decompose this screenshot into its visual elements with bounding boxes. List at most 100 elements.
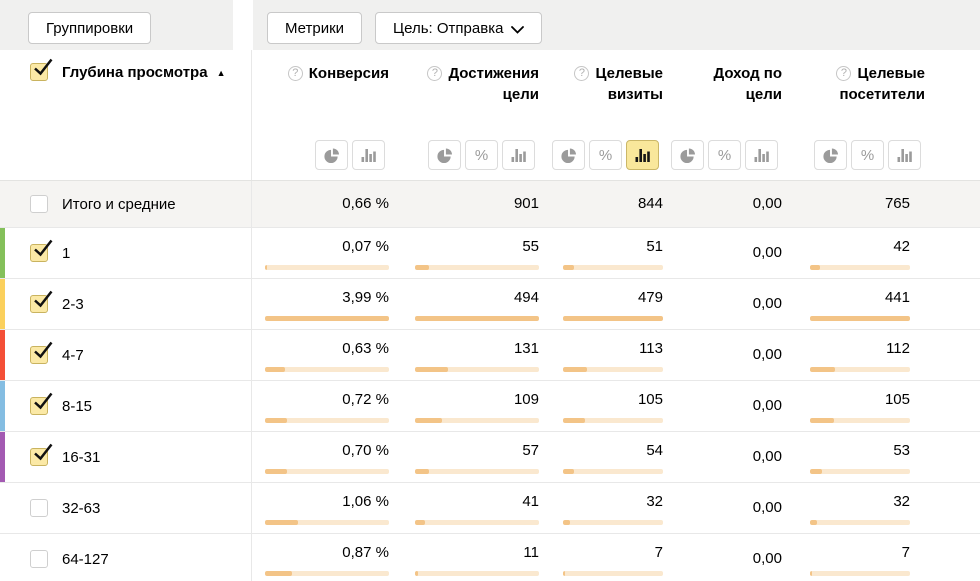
metric-cell: 57 <box>407 432 555 482</box>
column-header: ? Достижения цели% <box>407 50 555 180</box>
column-header-label[interactable]: посетители <box>839 86 925 103</box>
metric-cell: 131 <box>407 330 555 380</box>
metric-cell: 0,72 % <box>252 381 407 431</box>
value-bar <box>810 315 910 321</box>
value-bar <box>563 519 663 525</box>
metric-cell: 494 <box>407 279 555 329</box>
percent-view-toggle-button[interactable]: % <box>851 140 884 170</box>
pie-view-toggle-button[interactable] <box>315 140 348 170</box>
row-checkbox[interactable] <box>30 443 53 466</box>
row-checkbox[interactable] <box>30 499 48 517</box>
metric-value: 0,00 <box>752 448 782 465</box>
value-bar <box>563 264 663 270</box>
column-header-label[interactable]: цели <box>745 86 782 103</box>
metric-value: 109 <box>513 390 539 408</box>
metric-value: 11 <box>523 543 539 561</box>
row-checkbox[interactable] <box>30 341 53 364</box>
sort-asc-icon[interactable]: ▲ <box>216 68 226 78</box>
metric-cell: 0,63 % <box>252 330 407 380</box>
pie-chart-icon <box>679 147 696 164</box>
row-checkbox[interactable] <box>30 239 53 262</box>
goal-dropdown-button[interactable]: Цель: Отправка <box>375 12 543 44</box>
view-toggle-group: % <box>428 140 539 170</box>
view-toggle-group <box>315 140 389 170</box>
value-bar-fill <box>265 417 288 423</box>
goal-dropdown-label: Цель: Отправка <box>393 19 504 37</box>
bar-view-toggle-button[interactable] <box>502 140 535 170</box>
value-bar <box>563 570 663 576</box>
row-label: 32-63 <box>62 499 101 517</box>
metric-cell: 11 <box>407 534 555 581</box>
metrics-button[interactable]: Метрики <box>267 12 363 44</box>
value-bar <box>810 417 910 423</box>
percent-view-toggle-button[interactable]: % <box>708 140 741 170</box>
help-icon[interactable]: ? <box>427 66 443 81</box>
bar-view-toggle-button[interactable] <box>352 140 385 170</box>
column-header: ? Целевые посетители% <box>814 50 980 180</box>
help-icon[interactable]: ? <box>836 66 852 81</box>
value-bar <box>810 519 910 525</box>
help-icon[interactable]: ? <box>287 66 303 81</box>
percent-view-toggle-button[interactable]: % <box>465 140 498 170</box>
row-label: 1 <box>62 244 71 262</box>
pie-view-toggle-button[interactable] <box>814 140 847 170</box>
column-header-label[interactable]: Целевые <box>595 65 663 82</box>
metric-value: 131 <box>513 339 539 357</box>
row-checkbox[interactable] <box>30 550 48 568</box>
totals-checkbox[interactable] <box>30 195 48 213</box>
percent-view-toggle-button[interactable]: % <box>589 140 622 170</box>
metric-cell: 112 <box>810 330 980 380</box>
bar-chart-icon <box>635 148 651 162</box>
value-bar <box>265 468 389 474</box>
pie-chart-icon <box>560 147 577 164</box>
value-bar <box>265 519 389 525</box>
metric-cell: 0,07 % <box>252 228 407 278</box>
row-checkbox[interactable] <box>30 392 53 415</box>
select-all-checkbox[interactable] <box>30 58 53 81</box>
pie-view-toggle-button[interactable] <box>428 140 461 170</box>
checkmark-icon <box>34 58 53 76</box>
checkmark-icon <box>34 443 53 461</box>
column-header-label[interactable]: Целевые <box>857 65 925 82</box>
help-icon[interactable]: ? <box>574 66 590 81</box>
totals-label-cell: Итого и средние <box>0 181 252 227</box>
metric-cell: 0,00 <box>693 228 838 278</box>
pie-view-toggle-button[interactable] <box>671 140 704 170</box>
column-header-label[interactable]: Конверсия <box>308 65 389 82</box>
totals-cell: 0,00 <box>752 195 782 212</box>
value-bar <box>563 366 663 372</box>
row-label: 16-31 <box>62 448 101 466</box>
column-header-label[interactable]: цели <box>502 86 539 103</box>
row-label-cell: 4-7 <box>0 330 252 380</box>
column-header-label[interactable]: Достижения <box>448 65 539 82</box>
row-label-cell: 64-127 <box>0 534 252 581</box>
metric-value: 441 <box>884 288 910 306</box>
percent-icon: % <box>474 146 489 164</box>
row-label-cell: 2-3 <box>0 279 252 329</box>
row-label-cell: 1 <box>0 228 252 278</box>
bar-view-toggle-button[interactable] <box>888 140 921 170</box>
table-row: 16-31 0,70 % 57 54 0,00 53 <box>0 432 980 483</box>
bar-view-toggle-button[interactable] <box>626 140 659 170</box>
metric-value: 0,70 % <box>342 441 389 459</box>
metric-value: 32 <box>893 492 910 510</box>
value-bar <box>415 264 539 270</box>
metric-value: 0,00 <box>752 550 782 567</box>
view-toggle-group: % <box>814 140 925 170</box>
value-bar <box>415 417 539 423</box>
value-bar-fill <box>563 519 570 525</box>
metric-value: 7 <box>654 543 663 561</box>
groupings-button[interactable]: Группировки <box>28 12 152 44</box>
value-bar <box>265 570 389 576</box>
row-checkbox[interactable] <box>30 290 53 313</box>
pie-chart-icon <box>436 147 453 164</box>
value-bar <box>415 366 539 372</box>
value-bar-fill <box>810 519 818 525</box>
column-header-label[interactable]: Доход по <box>713 65 782 82</box>
dimension-header-label[interactable]: Глубина просмотра <box>62 64 208 81</box>
column-header-label[interactable]: визиты <box>607 86 663 103</box>
pie-view-toggle-button[interactable] <box>552 140 585 170</box>
metric-value: 54 <box>646 441 663 459</box>
bar-view-toggle-button[interactable] <box>745 140 778 170</box>
